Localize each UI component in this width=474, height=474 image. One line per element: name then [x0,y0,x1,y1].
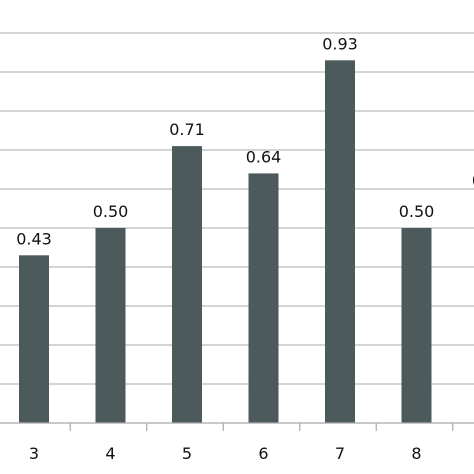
x-tick-label-7: 7 [335,444,345,463]
bar-7 [325,60,355,424]
data-label-6: 0.64 [246,147,282,166]
x-tick-label-3: 3 [29,444,39,463]
partial-data-label: 0 [472,171,474,190]
x-tick-label-4: 4 [105,444,115,463]
data-label-4: 0.50 [93,202,129,221]
bar-3 [19,255,49,423]
x-tick-label-5: 5 [182,444,192,463]
data-labels: 0.43 0.50 0.71 0.64 0.93 0.50 [16,34,434,248]
bar-6 [248,173,279,423]
bars [19,60,432,424]
data-label-7: 0.93 [322,34,358,53]
bar-5 [172,146,202,423]
bar-4 [95,228,126,423]
bar-8 [401,228,432,423]
data-label-5: 0.71 [169,120,205,139]
x-tick-label-6: 6 [258,444,268,463]
data-label-8: 0.50 [399,202,435,221]
data-label-3: 0.43 [16,229,52,248]
x-tick-label-8: 8 [411,444,421,463]
x-axis-ticks: 3 4 5 6 7 8 [29,423,454,463]
gridlines [0,32,474,385]
